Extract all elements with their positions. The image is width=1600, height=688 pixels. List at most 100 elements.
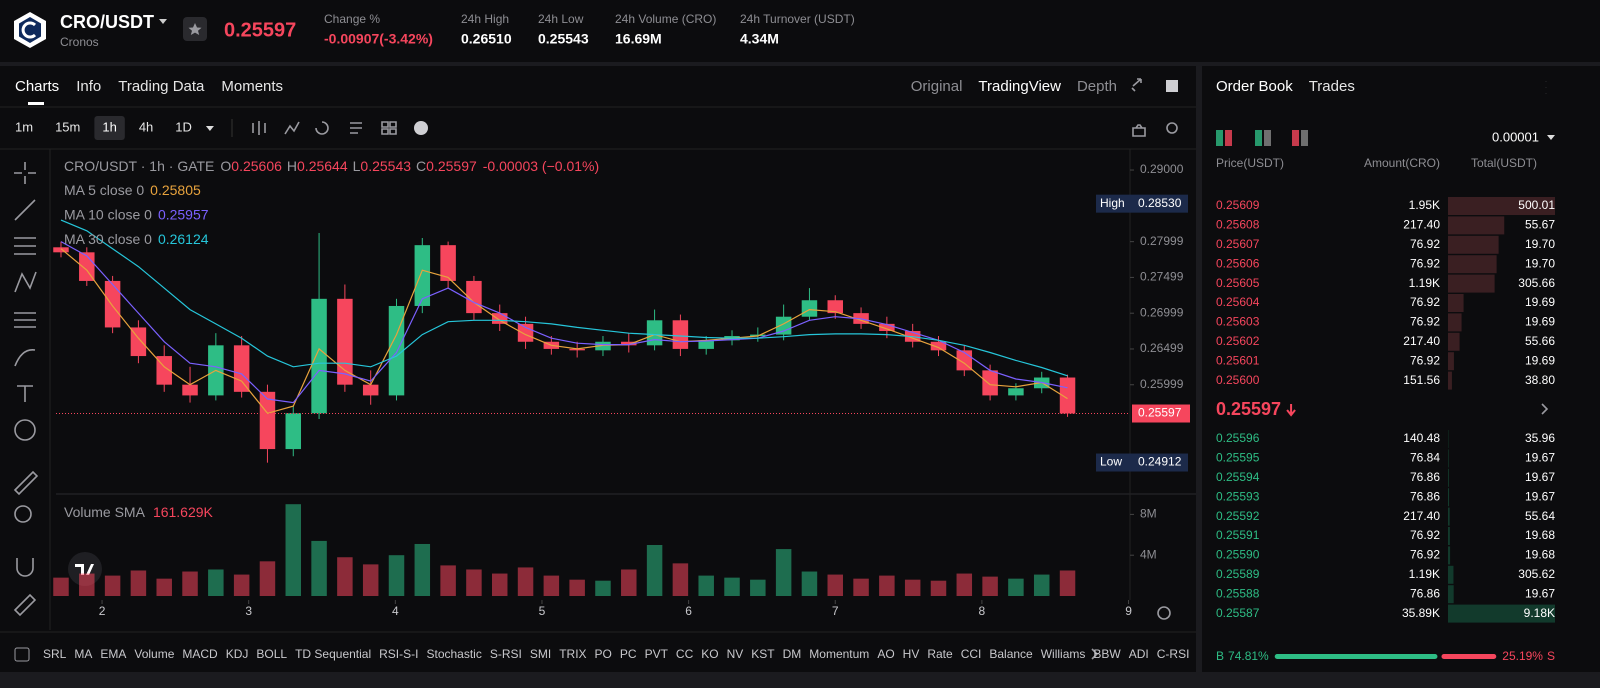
book-price[interactable]: 0.25600 (1216, 373, 1260, 387)
indicator[interactable]: MA (74, 647, 92, 661)
settings-icon[interactable] (1166, 122, 1178, 134)
indicator[interactable]: DM (783, 647, 802, 661)
interval-caret[interactable] (205, 126, 214, 131)
view-tab[interactable]: TradingView (978, 78, 1061, 95)
crosshair-tool[interactable] (14, 162, 36, 184)
indicator[interactable]: SRL (43, 647, 67, 661)
interval[interactable]: 1m (15, 119, 33, 134)
view-tab[interactable]: Depth (1077, 78, 1117, 95)
tab[interactable]: Charts (15, 78, 59, 95)
indicator[interactable]: CC (676, 647, 694, 661)
book-price[interactable]: 0.25609 (1216, 198, 1260, 212)
indicator[interactable]: HV (903, 647, 920, 661)
indicator[interactable]: PO (595, 647, 612, 661)
book-price[interactable]: 0.25589 (1216, 567, 1260, 581)
book-price[interactable]: 0.25604 (1216, 295, 1260, 309)
indicator[interactable]: RSI-S-I (379, 647, 418, 661)
add-indicator-icon[interactable] (414, 121, 428, 135)
book-view-icon[interactable] (1264, 130, 1271, 146)
interval[interactable]: 4h (139, 119, 153, 134)
indicator[interactable]: Volume (134, 647, 174, 661)
book-view-icon[interactable] (1225, 130, 1232, 146)
indicator-icon[interactable] (14, 647, 30, 662)
book-price[interactable]: 0.25596 (1216, 431, 1260, 445)
line-tool[interactable] (14, 199, 36, 221)
interval[interactable]: 1h (102, 119, 116, 134)
logo[interactable] (14, 12, 46, 48)
indicator[interactable]: PC (620, 647, 637, 661)
indicator[interactable]: Stochastic (426, 647, 481, 661)
indicator[interactable]: AO (877, 647, 894, 661)
tab[interactable]: Moments (221, 78, 283, 95)
book-price[interactable]: 0.25587 (1216, 606, 1260, 620)
book-tab[interactable]: Order Book (1216, 78, 1293, 95)
indicator[interactable]: NV (727, 647, 744, 661)
book-price[interactable]: 0.25608 (1216, 218, 1260, 232)
indicator[interactable]: Rate (927, 647, 953, 661)
book-view-icon[interactable] (1216, 130, 1223, 146)
book-view-icon[interactable] (1255, 130, 1262, 146)
book-price[interactable]: 0.25605 (1216, 276, 1260, 290)
brush-tool[interactable] (14, 349, 36, 367)
indicator[interactable]: MACD (182, 647, 218, 661)
indicator[interactable]: Balance (989, 647, 1033, 661)
book-price[interactable]: 0.25602 (1216, 334, 1260, 348)
snapshot-icon[interactable] (1132, 124, 1146, 137)
precision[interactable]: 0.00001 (1492, 129, 1539, 144)
indicator[interactable]: TRIX (559, 647, 586, 661)
volume-bar (775, 549, 792, 596)
book-price[interactable]: 0.25591 (1216, 528, 1260, 542)
view-tab[interactable]: Original (911, 78, 963, 95)
text-tool[interactable] (17, 385, 33, 402)
indicator[interactable]: KST (751, 647, 775, 661)
indicator[interactable]: KDJ (226, 647, 249, 661)
indicator[interactable]: EMA (100, 647, 126, 661)
book-tab[interactable]: Trades (1309, 78, 1355, 95)
indicator[interactable]: S-RSI (490, 647, 522, 661)
layout-icon[interactable] (1166, 80, 1178, 92)
tab[interactable]: Trading Data (118, 78, 205, 95)
interval[interactable]: 15m (55, 119, 80, 134)
ruler-tool[interactable] (13, 470, 39, 496)
fib-tool[interactable] (14, 237, 36, 255)
settings-icon[interactable] (1157, 606, 1171, 620)
expand-icon[interactable] (1541, 403, 1549, 415)
tab[interactable]: Info (76, 78, 101, 95)
precision-caret[interactable] (1547, 135, 1555, 140)
indicator[interactable]: BBW (1093, 647, 1121, 661)
book-price[interactable]: 0.25606 (1216, 256, 1260, 270)
indicator[interactable]: Momentum (809, 647, 869, 661)
emoji-tool[interactable] (14, 419, 36, 441)
book-view-icon[interactable] (1292, 130, 1299, 146)
pattern-tool[interactable] (14, 271, 37, 293)
indicator[interactable]: TD Sequential (295, 647, 371, 661)
indicator[interactable]: C-RSI (1157, 647, 1190, 661)
projection-tool[interactable] (14, 312, 36, 328)
indicator[interactable]: PVT (645, 647, 669, 661)
book-price[interactable]: 0.25601 (1216, 353, 1260, 367)
indicator[interactable]: Williams (1041, 647, 1086, 661)
zoom-tool[interactable] (14, 505, 32, 523)
book-price[interactable]: 0.25592 (1216, 509, 1260, 523)
book-price[interactable]: 0.25590 (1216, 548, 1260, 562)
book-price[interactable]: 0.25594 (1216, 470, 1260, 484)
book-view-icon[interactable] (1301, 130, 1308, 146)
book-price[interactable]: 0.25603 (1216, 315, 1260, 329)
scroll-right[interactable] (1091, 648, 1099, 660)
fullscreen-icon[interactable] (1131, 78, 1142, 92)
indicator[interactable]: CCI (961, 647, 982, 661)
toolbar-icons[interactable] (252, 121, 397, 135)
book-price[interactable]: 0.25588 (1216, 586, 1260, 600)
magnet-tool[interactable] (16, 558, 34, 577)
indicator[interactable]: KO (701, 647, 718, 661)
symbol[interactable]: CRO/USDT (60, 12, 154, 32)
lock-tool[interactable] (13, 593, 37, 617)
interval[interactable]: 1D (175, 119, 192, 134)
book-price[interactable]: 0.25595 (1216, 451, 1260, 465)
symbol-caret[interactable] (159, 19, 167, 24)
book-price[interactable]: 0.25607 (1216, 237, 1260, 251)
indicator[interactable]: SMI (530, 647, 551, 661)
indicator[interactable]: ADI (1129, 647, 1149, 661)
book-price[interactable]: 0.25593 (1216, 489, 1260, 503)
indicator[interactable]: BOLL (256, 647, 287, 661)
